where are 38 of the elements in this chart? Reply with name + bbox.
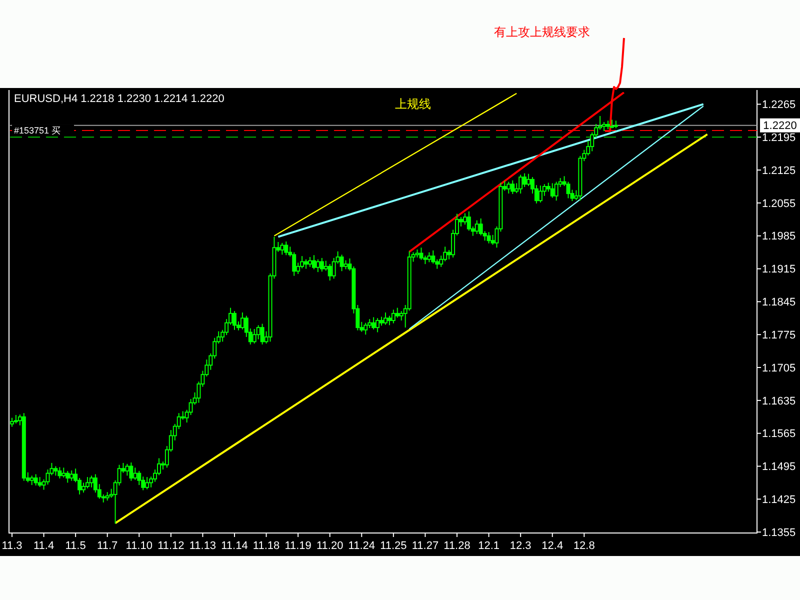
x-tick-label: 11.3 (2, 540, 22, 552)
x-tick-label: 11.18 (252, 540, 280, 552)
chart-title: EURUSD,H4 1.2218 1.2230 1.2214 1.2220 (14, 93, 224, 105)
y-tick-label: 1.1705 (762, 362, 796, 374)
y-tick-label: 1.2055 (762, 198, 796, 210)
x-tick-label: 11.12 (158, 540, 184, 552)
y-tick-label: 1.1565 (762, 428, 796, 440)
ref-line-label: 1.2220 (763, 120, 797, 132)
y-tick-label: 1.1635 (762, 395, 796, 408)
y-tick-label: 1.1985 (762, 230, 796, 243)
x-tick-label: 11.7 (97, 540, 118, 552)
x-tick-label: 11.20 (316, 540, 344, 552)
y-tick-label: 1.1425 (762, 494, 796, 506)
y-tick-label: 1.2195 (762, 132, 796, 144)
x-tick-label: 12.1 (478, 540, 500, 552)
y-tick-label: 1.2125 (762, 164, 796, 177)
x-tick-label: 12.4 (542, 540, 564, 552)
x-tick-label: 11.4 (33, 540, 54, 552)
y-tick-label: 1.2265 (762, 99, 796, 112)
y-tick-label: 1.1775 (762, 329, 796, 342)
y-tick-label: 1.1355 (762, 526, 796, 539)
x-tick-label: 11.5 (65, 540, 86, 552)
y-tick-label: 1.1845 (762, 296, 796, 309)
x-tick-label: 12.3 (510, 540, 532, 552)
y-tick-label: 1.1915 (762, 264, 796, 276)
x-tick-label: 11.14 (221, 540, 248, 552)
x-tick-label: 12.8 (573, 540, 595, 552)
x-tick-label: 11.28 (444, 540, 470, 552)
text: 有上攻上规线要求 (494, 25, 590, 39)
x-tick-label: 11.13 (189, 540, 216, 552)
y-tick-label: 1.1495 (762, 461, 796, 474)
x-tick-label: 11.10 (126, 540, 152, 552)
x-tick-label: 11.19 (284, 540, 312, 552)
x-tick-label: 11.24 (348, 540, 376, 552)
annotation: 上规线 (395, 97, 431, 111)
ref-line-label: #153751 买 (14, 126, 61, 136)
x-tick-label: 11.27 (412, 540, 439, 552)
x-tick-label: 11.25 (380, 540, 407, 552)
